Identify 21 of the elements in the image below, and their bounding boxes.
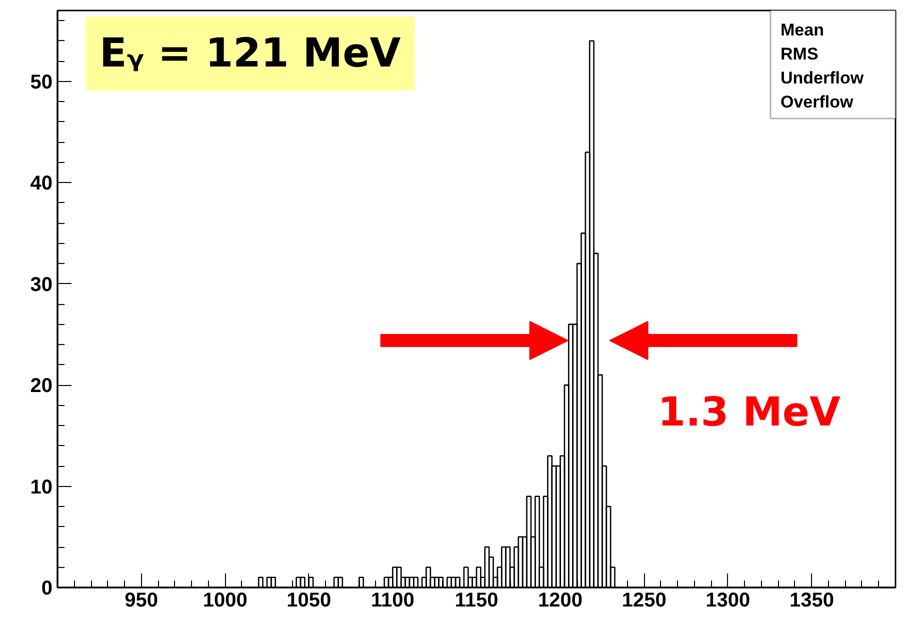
annotation: 1.3 MeV <box>658 390 841 436</box>
x-tick-label: 1350 <box>789 590 834 612</box>
x-tick-label: 1000 <box>202 590 248 612</box>
annotation: Underflow <box>780 68 864 88</box>
annotation: Eᵧ = 121 MeV <box>100 30 401 76</box>
annotation: Overflow <box>780 92 854 112</box>
x-tick-label: 1100 <box>371 590 414 612</box>
x-tick-label: 1300 <box>706 590 750 612</box>
annotation: Mean <box>780 20 824 40</box>
y-tick-label: 30 <box>30 274 53 296</box>
x-tick-label: 1200 <box>538 590 583 612</box>
x-tick-label: 1250 <box>622 590 666 612</box>
y-tick-label: 40 <box>30 172 53 195</box>
x-tick-label: 1050 <box>286 590 332 612</box>
y-tick-label: 50 <box>30 71 53 94</box>
x-tick-label: 1150 <box>454 590 498 612</box>
y-tick-label: 10 <box>30 476 53 498</box>
y-tick-label: 0 <box>41 578 52 600</box>
annotation: RMS <box>780 44 818 64</box>
y-tick-label: 20 <box>30 375 53 398</box>
x-tick-label: 950 <box>124 590 158 612</box>
